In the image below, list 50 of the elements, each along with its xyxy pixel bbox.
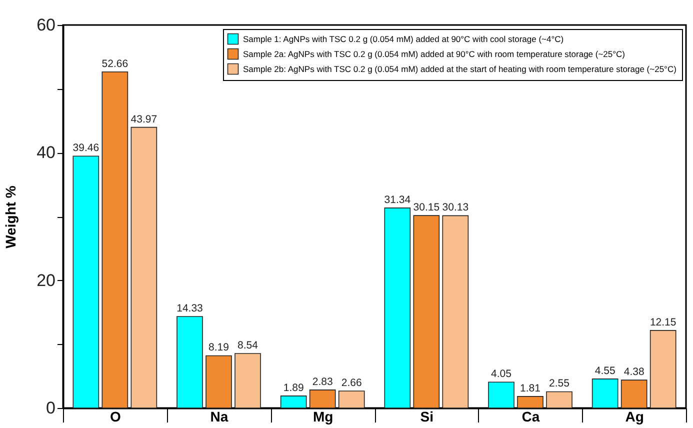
bar <box>517 396 544 408</box>
data-label: 4.05 <box>491 368 512 380</box>
x-tick-label: Ca <box>522 408 540 424</box>
bar <box>176 316 203 408</box>
data-label: 8.54 <box>238 339 258 352</box>
data-label: 4.38 <box>624 366 644 378</box>
data-label: 2.55 <box>549 378 570 390</box>
bar <box>72 156 100 408</box>
data-label: 14.33 <box>176 302 204 315</box>
data-label: 2.66 <box>341 377 362 390</box>
x-tick-label: Na <box>210 408 228 424</box>
x-tick-label: O <box>110 408 121 424</box>
bar <box>280 396 307 408</box>
bar <box>130 126 158 408</box>
legend-label: Sample 1: AgNPs with TSC 0.2 g (0.054 mM) added at 90°C with cool storage (~4°C) <box>243 34 564 44</box>
bar <box>102 71 128 408</box>
y-tick-label: 20 <box>36 270 56 290</box>
bar <box>384 208 411 408</box>
bar <box>488 382 514 408</box>
y-axis-title: Weight % <box>2 185 19 248</box>
bar <box>234 353 261 408</box>
data-label: 2.83 <box>312 376 333 388</box>
bar <box>309 390 336 408</box>
data-label: 39.46 <box>72 142 100 154</box>
data-label: 1.89 <box>283 382 304 394</box>
data-label: 30.13 <box>442 202 469 214</box>
bar <box>206 355 232 408</box>
data-label: 12.15 <box>650 316 676 328</box>
y-tick-label: 40 <box>36 143 56 162</box>
x-tick-label: Ag <box>625 408 644 424</box>
bar <box>546 391 572 408</box>
bar <box>592 378 618 408</box>
bar <box>442 215 469 408</box>
legend-label: Sample 2a: AgNPs with TSC 0.2 g (0.054 mM) added at 90°C with room temperature storage (~25°C) <box>243 49 626 59</box>
data-label: 43.97 <box>130 113 158 126</box>
legend-label: Sample 2b: AgNPs with TSC 0.2 g (0.054 mM) added at the start of heating with room temperature storage (~25°C) <box>243 64 677 74</box>
data-label: 8.19 <box>208 342 230 354</box>
data-label: 1.81 <box>520 382 541 394</box>
bar <box>413 215 440 408</box>
bar <box>650 330 676 408</box>
bar <box>620 380 648 408</box>
data-label: 30.15 <box>413 202 440 214</box>
data-label: 31.34 <box>384 194 411 206</box>
bar <box>338 390 365 408</box>
y-tick-label: 60 <box>36 16 56 34</box>
x-tick-label: Mg <box>312 408 334 424</box>
data-label: 52.66 <box>102 58 128 70</box>
y-tick-label: 0 <box>46 398 56 418</box>
x-tick-label: Si <box>420 408 434 424</box>
data-label: 4.55 <box>594 364 616 377</box>
